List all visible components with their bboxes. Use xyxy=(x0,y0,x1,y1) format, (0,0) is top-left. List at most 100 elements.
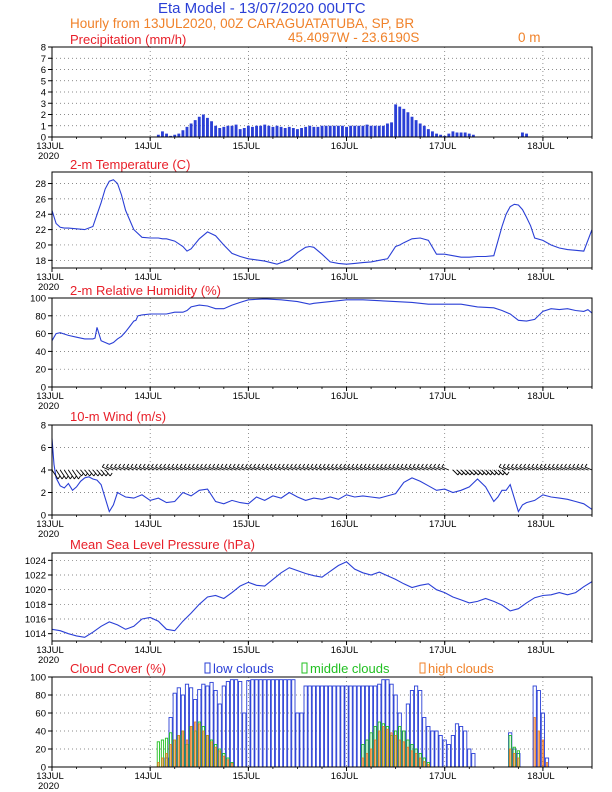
wind-barb xyxy=(179,466,188,471)
wind-barb-feather xyxy=(351,463,355,468)
high-cloud-bar xyxy=(194,721,197,768)
y-tick-label: 60 xyxy=(35,329,46,340)
high-cloud-bar xyxy=(423,761,426,768)
wind-barb xyxy=(208,466,216,471)
wind-barb xyxy=(527,466,535,471)
x-tick-label: 13JUL xyxy=(36,771,63,782)
wind-barb xyxy=(224,466,233,471)
wind-barb xyxy=(489,469,496,476)
low-cloud-bar xyxy=(303,685,308,768)
wind-barb xyxy=(392,466,400,471)
high-cloud-bar xyxy=(177,735,180,768)
wind-barb xyxy=(104,469,111,477)
precip-bar xyxy=(394,104,398,137)
precip-bar xyxy=(300,128,303,137)
precip-bar xyxy=(414,120,418,137)
y-tick-label: 26 xyxy=(35,194,46,205)
x-tick-label: 13JUL xyxy=(36,141,63,152)
wind-barb xyxy=(539,466,548,471)
wind-barb xyxy=(192,466,200,471)
low-cloud-bar xyxy=(454,723,460,768)
y-tick-label: 8 xyxy=(41,421,46,432)
low-cloud-bar xyxy=(336,685,341,768)
wind-barb xyxy=(372,466,380,471)
x-tick-label: 13JUL xyxy=(36,272,63,283)
wind-barb xyxy=(51,469,59,480)
precip-bar xyxy=(283,128,287,137)
low-cloud-bar xyxy=(348,685,353,768)
precip-bar xyxy=(173,134,177,137)
low-cloud-bar xyxy=(307,685,312,768)
precip-bar xyxy=(275,125,279,137)
wind-barb xyxy=(80,469,86,477)
high-cloud-bar xyxy=(173,739,176,768)
wind-barb xyxy=(290,466,298,471)
precip-bar xyxy=(206,117,209,137)
wind-barb xyxy=(175,466,184,471)
wind-barb xyxy=(216,466,224,471)
precip-bar xyxy=(435,133,438,137)
y-tick-label: 6 xyxy=(41,443,46,454)
x-tick-label: 13JUL xyxy=(36,519,63,530)
wind-barb-feather xyxy=(547,463,551,468)
legend-entry: low clouds xyxy=(213,661,274,676)
y-tick-label: 1020 xyxy=(25,585,46,596)
y-tick-label: 28 xyxy=(35,179,46,190)
precip-bar xyxy=(234,124,238,137)
wind-barb xyxy=(523,466,531,471)
wind-barb-feather xyxy=(560,463,563,468)
wind-barb xyxy=(306,466,314,471)
wind-barb xyxy=(421,466,429,471)
year-label: 2020 xyxy=(38,401,59,412)
low-cloud-bar xyxy=(356,685,361,768)
x-tick-label: 16JUL xyxy=(331,391,358,402)
low-cloud-bar xyxy=(311,685,316,768)
wind-barb xyxy=(196,466,204,471)
low-cloud-bar xyxy=(254,679,259,768)
x-tick-label: 15JUL xyxy=(233,391,260,402)
precip-bar xyxy=(181,130,185,137)
low-cloud-bar xyxy=(225,681,230,768)
panel-title: 2-m Relative Humidity (%) xyxy=(70,283,221,298)
wind-barb-feather xyxy=(347,463,351,468)
low-cloud-bar xyxy=(332,685,337,768)
wind-barb-feather xyxy=(232,463,236,468)
precip-bar xyxy=(426,129,430,137)
panel-cloud: 0 20 40 60 80 100 13JUL 14JUL 15JUL 16JUL 17JUL 18J… xyxy=(30,661,593,792)
wind-barb-feather xyxy=(306,463,310,468)
wind-barb xyxy=(183,466,192,471)
wind-barb-feather xyxy=(412,463,416,468)
wind-barb-feather xyxy=(384,463,387,468)
low-cloud-bar xyxy=(262,679,267,768)
precip-bar xyxy=(238,129,242,137)
wind-barb-feather xyxy=(339,463,342,468)
wind-barb-feather xyxy=(290,463,293,468)
wind-barb-feather xyxy=(109,472,113,477)
x-tick-label: 17JUL xyxy=(429,141,456,152)
low-cloud-bar xyxy=(426,726,431,768)
y-tick-label: 20 xyxy=(35,240,46,251)
wind-barb-feather xyxy=(277,463,281,468)
precip-bar xyxy=(431,131,434,137)
wind-barb-feather xyxy=(302,463,306,468)
x-tick-label: 15JUL xyxy=(233,519,260,530)
wind-barb xyxy=(228,466,237,471)
high-cloud-bar xyxy=(222,755,225,768)
precip-bar xyxy=(459,132,463,137)
precip-bar xyxy=(463,132,467,137)
wind-barb-feather xyxy=(425,463,428,468)
x-tick-label: 17JUL xyxy=(429,272,456,283)
wind-barb-feather xyxy=(146,463,150,468)
wind-barb xyxy=(572,466,580,471)
precip-bar xyxy=(332,125,336,137)
high-cloud-bar xyxy=(513,753,516,768)
panel-frame xyxy=(51,552,593,642)
wind-barb xyxy=(507,466,515,471)
wind-barb xyxy=(67,469,75,480)
wind-barb xyxy=(200,466,208,471)
low-cloud-bar xyxy=(242,712,247,768)
panel-wind: 0 2 4 6 8 13JUL 14JUL 15JUL 16JUL 17JUL 18JUL 2020 1… xyxy=(36,409,593,540)
precip-bar xyxy=(287,126,291,137)
precip-bar xyxy=(218,128,222,137)
y-tick-label: 1016 xyxy=(25,615,46,626)
